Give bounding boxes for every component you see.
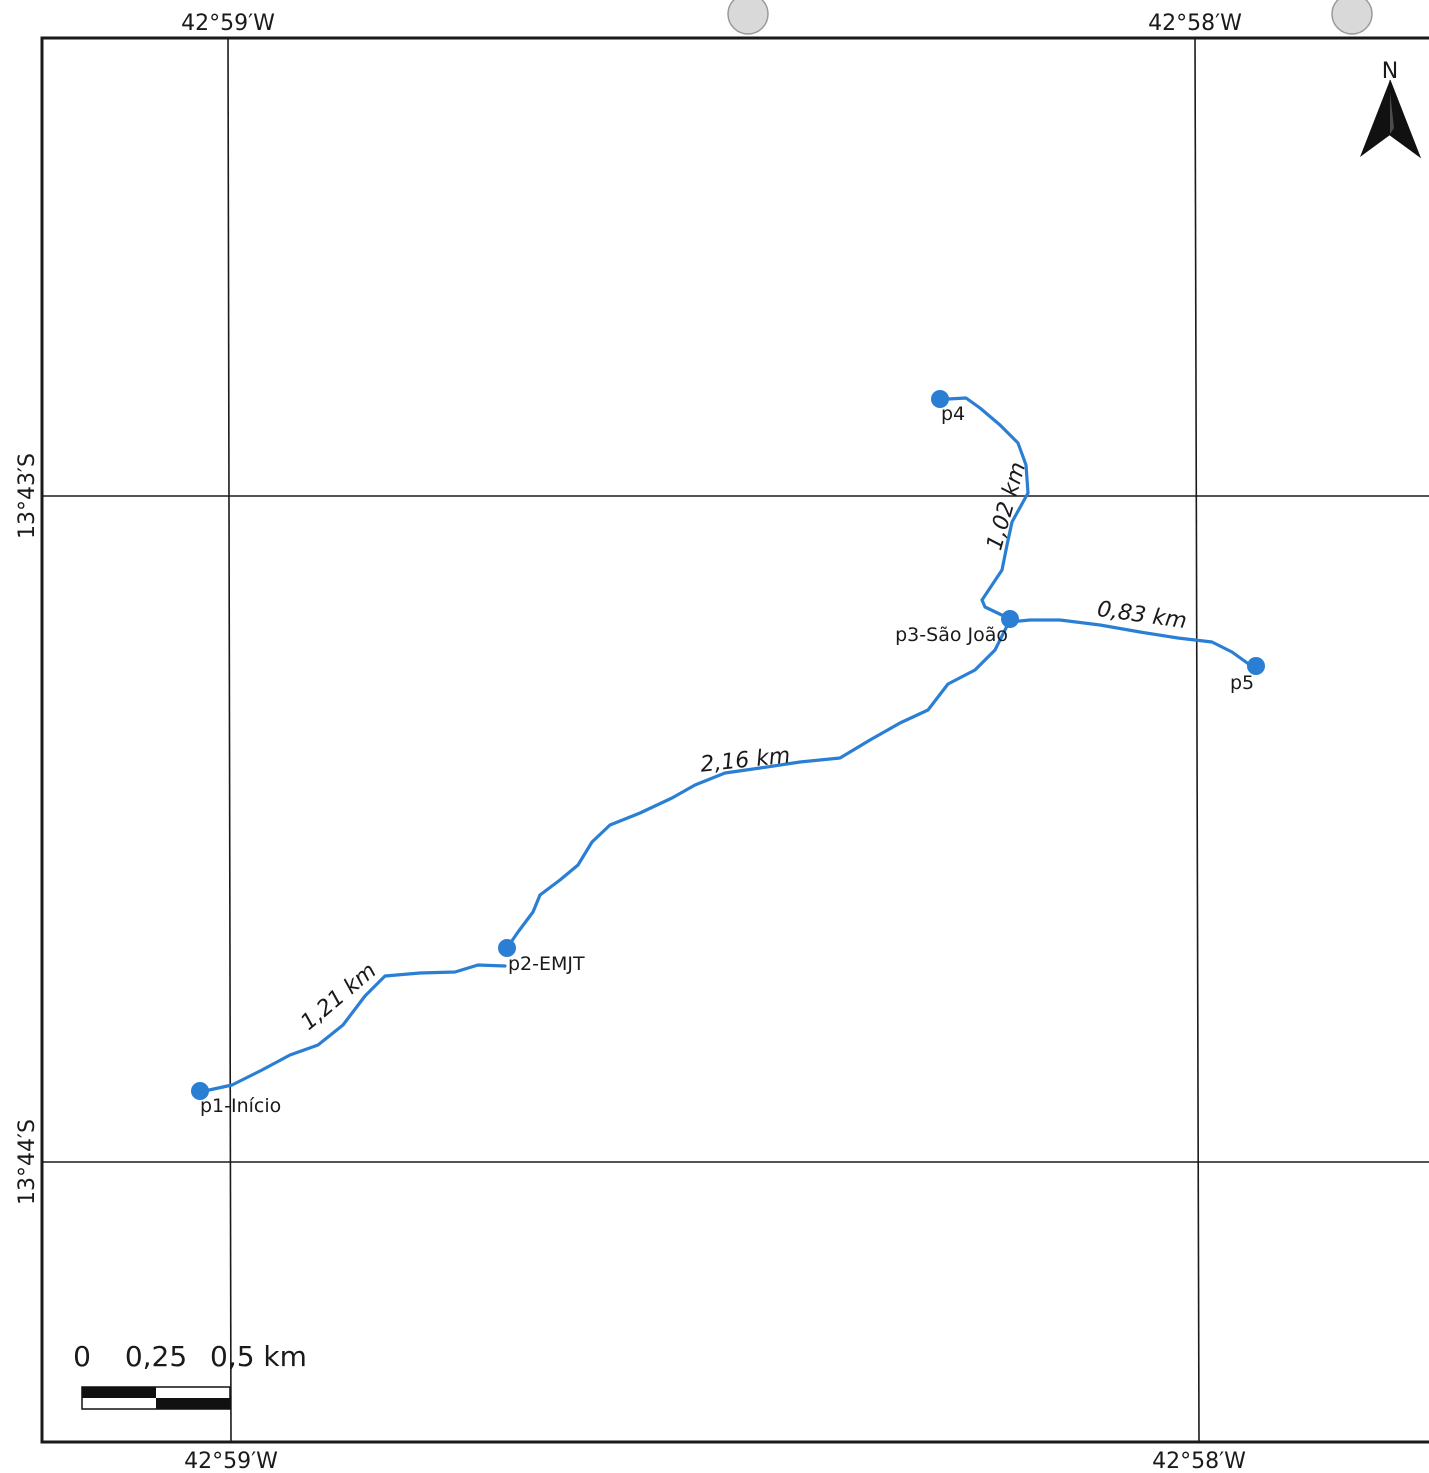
route-point-p2: p2-EMJT [498, 939, 585, 975]
north-label: N [1382, 59, 1398, 84]
point-label-p2: p2-EMJT [508, 953, 585, 975]
point-label-p4: p4 [941, 403, 965, 425]
scan-hole-right [1331, 0, 1373, 35]
scale-label-025: 0,25 [125, 1340, 187, 1373]
left-tick-label-2: 13°44′S [15, 1119, 40, 1205]
route-point-p5: p5 [1230, 657, 1265, 694]
bottom-tick-label-2: 42°58′W [1152, 1449, 1246, 1473]
scan-hole-left [727, 0, 769, 35]
grid-line-42-59 [227, 37, 232, 1443]
route-p1-p2 [198, 963, 507, 1094]
scale-label-0: 0 [73, 1340, 91, 1373]
left-tick-label-1: 13°43′S [15, 453, 40, 539]
north-arrow-icon: N [1360, 59, 1422, 159]
route-point-p1: p1-Início [191, 1082, 281, 1117]
route-p3-p4 [946, 396, 1030, 620]
point-label-p5: p5 [1230, 672, 1254, 694]
map-frame [40, 36, 1429, 1444]
route-p2-p3 [505, 618, 1012, 950]
route-point-p3: p3-São João [895, 610, 1019, 646]
route-p3-p5 [1008, 618, 1252, 667]
route-point-p4: p4 [931, 390, 965, 425]
scale-label-05: 0,5 km [210, 1340, 307, 1373]
grid-line-42-58 [1194, 37, 1200, 1443]
bottom-tick-label-1: 42°59′W [184, 1449, 278, 1473]
scale-bar: 0 0,25 0,5 km [73, 1340, 307, 1410]
top-tick-label-2: 42°58′W [1148, 11, 1242, 36]
point-label-p1: p1-Início [200, 1095, 281, 1117]
point-label-p3: p3-São João [895, 624, 1008, 646]
top-tick-label-1: 42°59′W [181, 11, 275, 36]
